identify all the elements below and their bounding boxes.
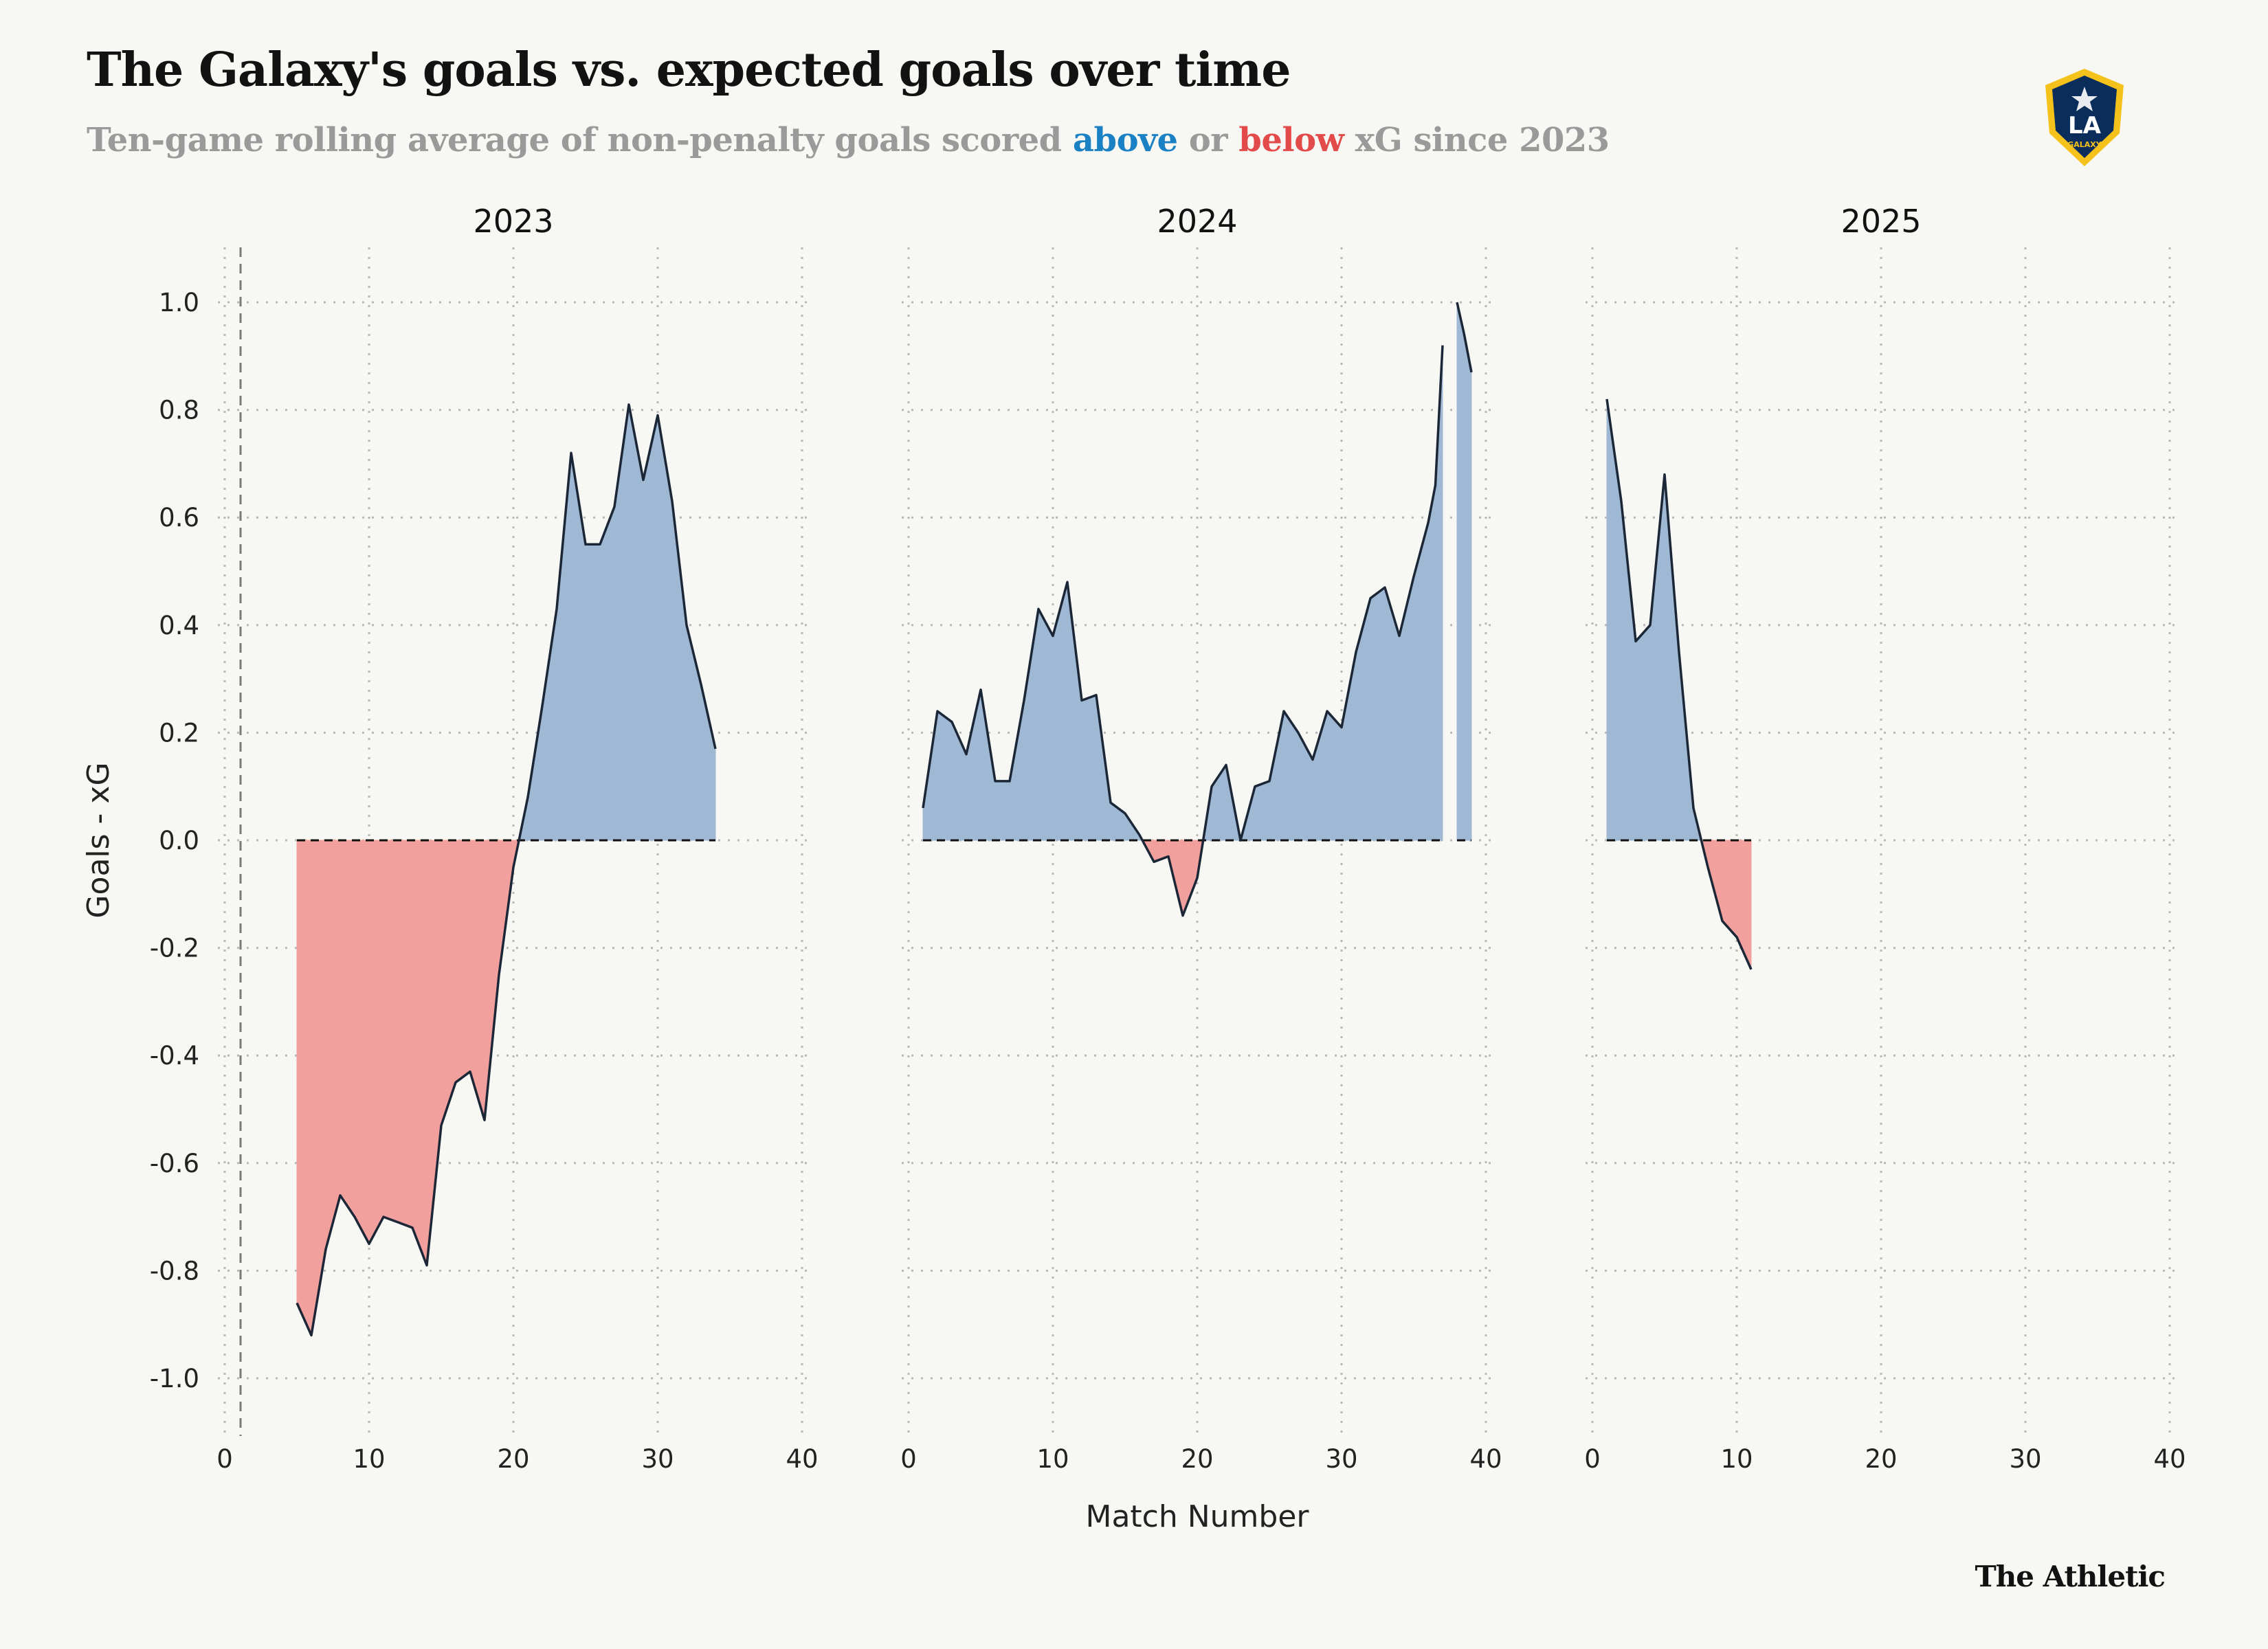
area-below-xg — [441, 840, 456, 1126]
area-above-xg — [542, 609, 557, 841]
y-tick-label: 0.0 — [159, 826, 199, 855]
area-above-xg — [1606, 399, 1622, 841]
area-above-xg — [1635, 624, 1651, 841]
area-above-xg — [1312, 710, 1328, 841]
chart-subtitle: Ten-game rolling average of non-penalty … — [87, 121, 1610, 159]
area-above-xg — [1326, 710, 1342, 841]
area-above-xg — [700, 684, 716, 841]
area-above-xg — [1464, 334, 1472, 841]
area-below-xg — [397, 840, 413, 1229]
la-galaxy-crest-icon: LA GALAXY — [2045, 69, 2124, 166]
area-below-xg — [296, 840, 312, 1336]
y-tick-label: -0.6 — [150, 1149, 199, 1178]
rolling-average-line — [922, 345, 1444, 917]
y-tick-label: -1.0 — [150, 1364, 199, 1393]
area-above-xg — [1370, 586, 1386, 841]
subtitle-text-end: xG since 2023 — [1344, 121, 1610, 159]
area-above-xg — [1621, 501, 1636, 841]
panel-2024: 2024 0 10 20 30 40 — [900, 203, 1502, 1474]
credit-logo: The Athletic — [1975, 1560, 2166, 1593]
area-above-xg — [1067, 582, 1082, 841]
subtitle-above-keyword: above — [1072, 121, 1178, 159]
panel-2025: 2025 0 10 20 30 40 — [1584, 203, 2186, 1474]
y-tick-label: -0.8 — [150, 1256, 199, 1286]
area-above-xg — [1456, 302, 1465, 841]
area-below-xg — [340, 840, 355, 1218]
x-tick-label: 20 — [1181, 1444, 1213, 1474]
x-tick-label: 10 — [1720, 1444, 1753, 1474]
subtitle-text-middle: or — [1177, 121, 1239, 159]
rolling-average-line — [1456, 302, 1473, 373]
y-axis-label: Goals - xG — [81, 762, 116, 918]
x-tick-label: 40 — [786, 1444, 818, 1474]
x-tick-label: 20 — [1865, 1444, 1897, 1474]
chart-title: The Galaxy's goals vs. expected goals ov… — [87, 43, 1291, 98]
area-above-xg — [671, 501, 687, 841]
area-above-xg — [1649, 474, 1665, 841]
panel-title: 2024 — [1157, 203, 1237, 240]
y-tick-label: 1.0 — [159, 288, 199, 317]
y-tick-label: -0.4 — [150, 1041, 199, 1070]
area-above-xg — [1254, 781, 1270, 841]
area-above-xg — [1038, 609, 1054, 841]
y-tick-label: 0.8 — [159, 396, 199, 425]
area-above-xg — [994, 781, 1010, 841]
x-tick-label: 30 — [2009, 1444, 2041, 1474]
area-below-xg — [325, 840, 341, 1250]
panel-title: 2023 — [473, 203, 553, 240]
x-tick-label: 40 — [1469, 1444, 1502, 1474]
area-above-xg — [657, 415, 673, 841]
area-above-xg — [966, 689, 981, 841]
rolling-average-line — [296, 403, 717, 1337]
y-tick-label: 0.2 — [159, 718, 199, 748]
area-above-xg — [1052, 582, 1068, 841]
subtitle-text-start: Ten-game rolling average of non-penalty … — [87, 121, 1073, 159]
area-below-xg — [354, 840, 370, 1244]
y-tick-label: -0.2 — [150, 934, 199, 963]
area-below-xg — [383, 840, 399, 1223]
x-tick-label: 0 — [216, 1444, 233, 1474]
rolling-average-line — [1605, 399, 1753, 970]
area-below-xg — [484, 840, 500, 1121]
area-above-xg — [937, 710, 953, 841]
area-above-xg — [599, 506, 615, 841]
logo-subtext: GALAXY — [2067, 140, 2102, 149]
area-below-xg — [412, 840, 427, 1266]
y-tick-label: 0.4 — [159, 611, 199, 640]
x-tick-label: 0 — [1584, 1444, 1601, 1474]
area-above-xg — [556, 453, 572, 841]
x-tick-label: 30 — [641, 1444, 674, 1474]
x-axis-label: Match Number — [1086, 1499, 1310, 1534]
x-tick-label: 30 — [1325, 1444, 1357, 1474]
area-above-xg — [570, 453, 586, 841]
x-tick-label: 0 — [900, 1444, 917, 1474]
area-above-xg — [1023, 609, 1039, 841]
area-above-xg — [1298, 732, 1313, 841]
panel-title: 2025 — [1841, 203, 1921, 240]
area-below-xg — [368, 840, 384, 1244]
area-below-xg — [1736, 840, 1752, 970]
subtitle-below-keyword: below — [1238, 121, 1344, 159]
area-below-xg — [1182, 840, 1198, 916]
area-below-xg — [455, 840, 471, 1084]
area-above-xg — [1081, 694, 1097, 841]
x-tick-label: 10 — [1036, 1444, 1069, 1474]
area-above-xg — [585, 543, 601, 841]
x-tick-label: 10 — [353, 1444, 385, 1474]
logo-text: LA — [2068, 112, 2102, 139]
area-above-xg — [1341, 651, 1357, 841]
area-above-xg — [614, 404, 630, 841]
x-tick-label: 20 — [497, 1444, 529, 1474]
area-above-xg — [1355, 598, 1371, 841]
area-above-xg — [643, 415, 658, 841]
area-above-xg — [1427, 485, 1436, 841]
area-above-xg — [1399, 576, 1414, 841]
panel-2023: 2023 0 10 20 30 40 — [216, 203, 818, 1474]
x-tick-label: 40 — [2153, 1444, 2186, 1474]
area-above-xg — [1664, 474, 1680, 841]
y-tick-label: 0.6 — [159, 503, 199, 532]
